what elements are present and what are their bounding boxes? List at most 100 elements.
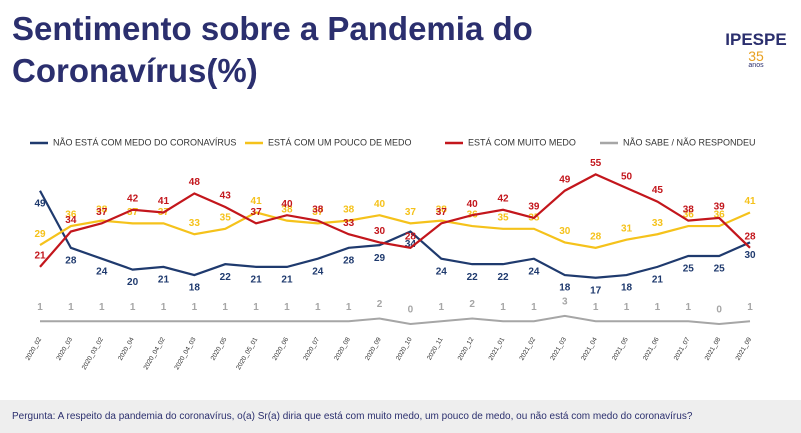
x-tick-label: 2021_08 (704, 336, 723, 362)
series-line (40, 314, 751, 326)
data-label: 42 (497, 193, 509, 204)
data-label: 38 (281, 204, 293, 215)
x-tick-label: 2021_06 (642, 336, 661, 362)
x-tick-label: 2020_03_02 (81, 336, 105, 371)
data-label: 37 (405, 207, 417, 218)
x-tick-label: 2020_09 (364, 336, 383, 362)
data-label: 30 (559, 226, 571, 237)
data-label: 1 (624, 302, 630, 313)
data-label: 18 (621, 283, 633, 294)
data-label: 40 (374, 199, 386, 210)
data-label: 37 (96, 207, 108, 218)
x-tick-label: 2020_02 (25, 336, 44, 362)
chart: NÃO ESTÁ COM MEDO DO CORONAVÍRUS ESTÁ COM… (25, 137, 756, 371)
data-label: 39 (528, 202, 540, 213)
data-label: 20 (127, 277, 139, 288)
data-label: 41 (251, 196, 263, 207)
data-label: 35 (497, 212, 509, 223)
data-label: 25 (683, 264, 695, 275)
data-label: 43 (220, 191, 232, 202)
data-label: 25 (714, 264, 726, 275)
data-label: 41 (744, 196, 756, 207)
data-label: 1 (161, 302, 167, 313)
data-label: 1 (130, 302, 136, 313)
data-label: 21 (652, 275, 664, 286)
data-label: 1 (685, 302, 691, 313)
data-label: 40 (467, 199, 479, 210)
title: Sentimento sobre a Pandemia do Coronavír… (12, 10, 533, 89)
legend-label: ESTÁ COM MUITO MEDO (468, 137, 576, 147)
data-label: 22 (220, 272, 232, 283)
data-label: 50 (621, 172, 633, 183)
data-label: 28 (405, 231, 417, 242)
data-label: 1 (284, 302, 290, 313)
data-label: 41 (158, 196, 170, 207)
data-label: 21 (251, 275, 263, 286)
series-line (39, 173, 751, 268)
x-tick-label: 2021_04 (580, 336, 599, 362)
x-tick-label: 2021_01 (488, 336, 507, 362)
question-note: Pergunta: A respeito da pandemia do coro… (0, 400, 801, 433)
x-tick-label: 2020_08 (333, 336, 352, 362)
x-tick-label: 2020_05 (210, 336, 229, 362)
data-label: 37 (127, 207, 139, 218)
data-label: 24 (96, 266, 108, 277)
x-tick-label: 2020_04 (117, 336, 136, 362)
data-label: 34 (65, 215, 77, 226)
x-tick-label: 2021_07 (673, 336, 692, 362)
data-label: 49 (559, 174, 571, 185)
x-tick-label: 2020_05_01 (235, 336, 259, 371)
data-label: 1 (346, 302, 352, 313)
data-label: 17 (590, 285, 602, 296)
data-label: 1 (500, 302, 506, 313)
data-label: 37 (251, 207, 263, 218)
data-label: 49 (34, 198, 46, 209)
data-label: 38 (312, 204, 324, 215)
data-label: 40 (281, 199, 293, 210)
x-tick-label: 2020_03 (55, 336, 74, 362)
data-label: 1 (192, 302, 198, 313)
data-label: 45 (652, 185, 664, 196)
data-label: 36 (65, 210, 77, 221)
data-label: 33 (652, 218, 664, 229)
x-tick-label: 2020_04_03 (173, 336, 197, 371)
data-label: 2 (469, 299, 475, 310)
data-label: 1 (747, 302, 753, 313)
data-label: 38 (683, 204, 695, 215)
x-tick-label: 2020_04_02 (143, 336, 167, 371)
data-label: 24 (436, 266, 448, 277)
data-label: 24 (528, 266, 540, 277)
data-label: 18 (559, 283, 571, 294)
data-label: 1 (37, 302, 43, 313)
data-label: 18 (189, 283, 201, 294)
data-label: 29 (374, 253, 386, 264)
data-label: 1 (593, 302, 599, 313)
data-label: 28 (343, 255, 355, 266)
x-tick-label: 2020_06 (271, 336, 290, 362)
data-label: 1 (253, 302, 259, 313)
legend-label: NÃO ESTÁ COM MEDO DO CORONAVÍRUS (53, 137, 236, 147)
data-label: 36 (683, 210, 695, 221)
data-label: 1 (655, 302, 661, 313)
data-label: 38 (436, 204, 448, 215)
data-label: 1 (531, 302, 537, 313)
x-tick-label: 2021_05 (611, 336, 630, 362)
x-tick-label: 2020_07 (302, 336, 321, 362)
data-label: 37 (312, 207, 324, 218)
x-tick-label: 2021_02 (518, 336, 537, 362)
data-label: 42 (127, 193, 139, 204)
data-label: 21 (281, 275, 293, 286)
data-label: 30 (374, 226, 386, 237)
legend-label: NÃO SABE / NÃO RESPONDEU (623, 137, 756, 147)
data-label: 35 (220, 212, 232, 223)
data-label: 31 (621, 223, 633, 234)
data-label: 0 (716, 305, 722, 316)
logo: IPESPE 35 anos (721, 8, 791, 69)
data-label: 48 (189, 177, 201, 188)
series-line (39, 211, 751, 249)
data-label: 1 (315, 302, 321, 313)
data-label: 1 (439, 302, 445, 313)
data-label: 21 (34, 251, 46, 262)
logo-sub: anos (748, 62, 764, 69)
